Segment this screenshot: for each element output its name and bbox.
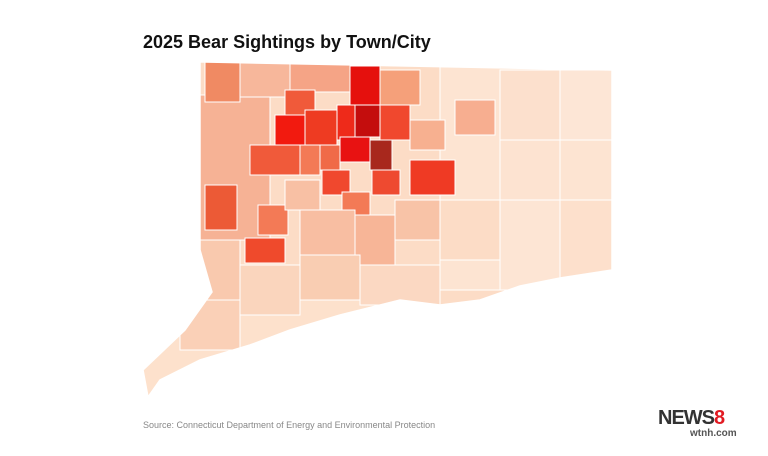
logo: NEWS8 wtnh.com	[658, 407, 737, 439]
town	[204, 184, 238, 231]
town	[299, 144, 321, 176]
town	[321, 169, 351, 196]
source-note: Source: Connecticut Department of Energy…	[143, 420, 435, 430]
town	[371, 169, 401, 196]
town	[349, 65, 381, 107]
town	[559, 69, 612, 141]
town	[257, 204, 289, 236]
town	[454, 99, 496, 136]
town	[409, 119, 446, 151]
town	[299, 209, 356, 256]
town	[239, 264, 301, 316]
logo-number: 8	[714, 407, 725, 429]
town	[339, 136, 371, 163]
town	[379, 69, 421, 106]
town	[319, 144, 341, 171]
state-outline	[142, 61, 613, 399]
town	[244, 237, 286, 264]
map-title: 2025 Bear Sightings by Town/City	[143, 32, 431, 52]
town	[239, 62, 291, 98]
town	[304, 109, 338, 146]
logo-text: NEWS8	[658, 407, 725, 429]
town	[354, 104, 381, 138]
town	[299, 254, 361, 301]
town	[499, 199, 561, 291]
town	[499, 139, 561, 201]
town	[359, 264, 441, 306]
town	[409, 159, 456, 196]
town	[354, 214, 396, 266]
town	[379, 104, 411, 141]
town	[499, 69, 561, 141]
logo-name: NEWS	[658, 407, 715, 429]
town	[249, 144, 301, 176]
town	[204, 62, 241, 103]
town	[284, 179, 321, 211]
town	[394, 199, 446, 241]
town	[439, 199, 501, 261]
town	[369, 139, 393, 171]
logo-site: wtnh.com	[689, 428, 737, 439]
town	[274, 114, 306, 146]
town-map	[143, 62, 612, 397]
town	[336, 104, 356, 141]
town	[289, 62, 351, 93]
